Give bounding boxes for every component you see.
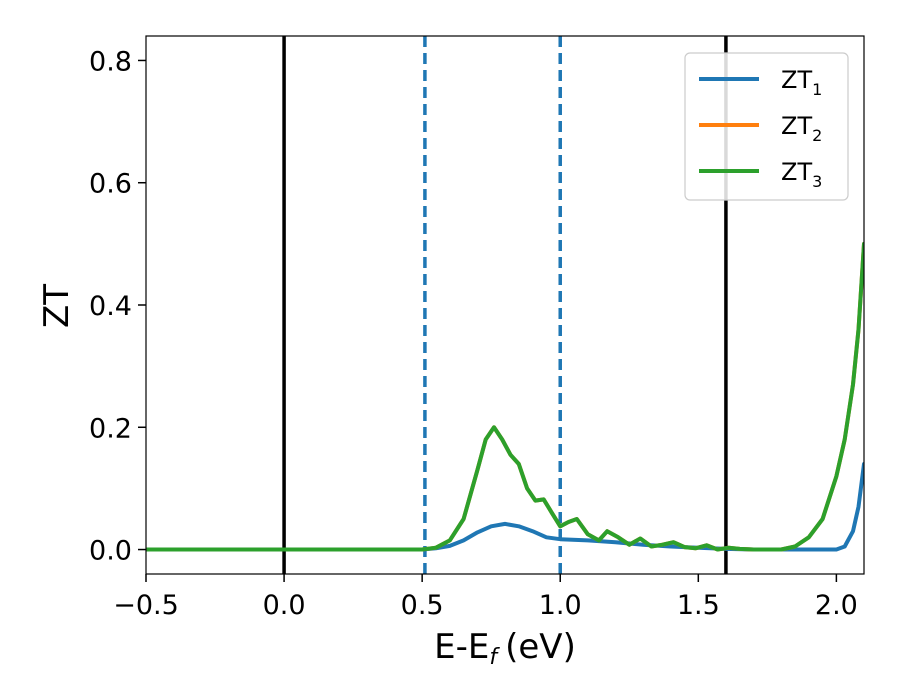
series-line-2	[146, 241, 864, 552]
x-tick-label-5: 2.0	[815, 590, 858, 621]
x-tick-label-1: 0.0	[263, 590, 306, 621]
x-tick-label-3: 1.0	[539, 590, 582, 621]
y-tick-label-0: 0.0	[89, 536, 132, 567]
legend-label-2: ZT2	[781, 112, 822, 145]
y-tick-label-3: 0.6	[89, 169, 132, 200]
y-tick-label-2: 0.4	[89, 291, 132, 322]
y-tick-label-4: 0.8	[89, 46, 132, 77]
legend-box	[684, 52, 849, 201]
x-tick-label-4: 1.5	[677, 590, 720, 621]
y-tick-label-1: 0.2	[89, 413, 132, 444]
x-tick-label-2: 0.5	[401, 590, 444, 621]
series-line-1	[146, 462, 864, 552]
legend-label-1: ZT1	[781, 66, 822, 99]
series-line-3	[146, 241, 864, 552]
x-tick-label-0: −0.5	[113, 590, 179, 621]
legend-label-3: ZT3	[781, 158, 822, 191]
y-axis-label: ZT	[37, 284, 77, 328]
legend: ZT1 ZT2 ZT3	[684, 52, 849, 201]
axes: −0.5 0.0 0.5 1.0 1.5 2.0 0.0 0.2 0.4 0.6 0.8	[89, 35, 865, 621]
x-axis-label: E-Ef (eV)	[434, 627, 576, 670]
